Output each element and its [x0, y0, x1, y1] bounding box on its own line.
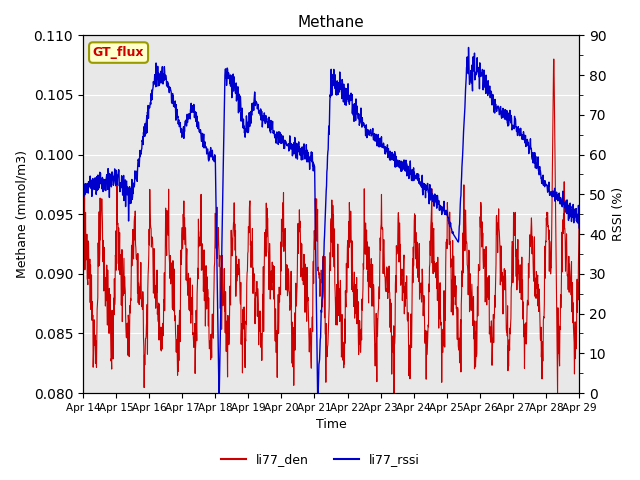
li77_rssi	[575, 225, 583, 231]
li77_rssi	[118, 185, 125, 191]
li77_rssi	[362, 133, 369, 139]
li77_den	[118, 302, 125, 308]
Line: li77_den: li77_den	[83, 59, 579, 396]
Y-axis label: Methane (mmol/m3): Methane (mmol/m3)	[15, 150, 28, 278]
Y-axis label: RSSI (%): RSSI (%)	[612, 187, 625, 241]
Title: Methane: Methane	[298, 15, 364, 30]
li77_den	[138, 303, 145, 309]
X-axis label: Time: Time	[316, 419, 346, 432]
li77_den	[79, 259, 87, 265]
Legend: li77_den, li77_rssi: li77_den, li77_rssi	[216, 448, 424, 471]
li77_den	[289, 325, 297, 331]
li77_rssi	[138, 147, 145, 153]
li77_rssi	[300, 141, 308, 147]
li77_den	[575, 209, 583, 215]
li77_den	[550, 56, 557, 62]
li77_den	[390, 393, 398, 398]
Text: GT_flux: GT_flux	[93, 46, 145, 59]
Line: li77_rssi: li77_rssi	[83, 48, 579, 393]
li77_den	[308, 329, 316, 335]
li77_den	[300, 252, 308, 257]
li77_rssi	[215, 390, 223, 396]
li77_rssi	[290, 151, 298, 157]
li77_rssi	[79, 174, 87, 180]
li77_rssi	[309, 159, 317, 165]
li77_rssi	[465, 45, 472, 50]
li77_den	[362, 252, 369, 257]
